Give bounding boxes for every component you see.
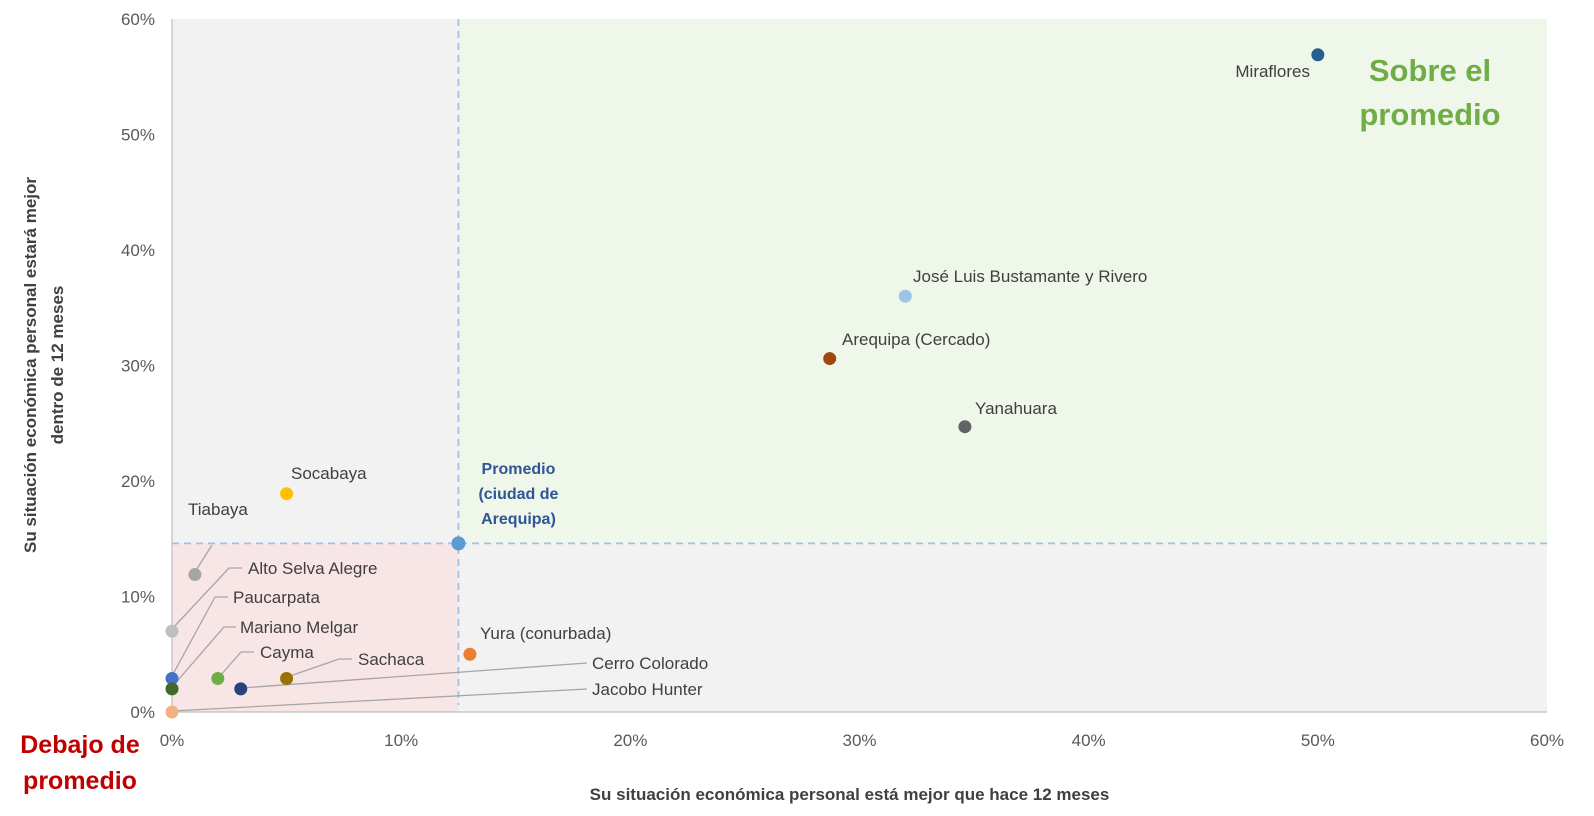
- data-point: [280, 487, 294, 501]
- y-tick-label: 60%: [121, 10, 155, 29]
- average-label-line: (ciudad de: [478, 486, 558, 503]
- above-average-zone: [458, 19, 1547, 544]
- above-average-annotation: Sobre el: [1369, 53, 1491, 88]
- y-tick-label: 40%: [121, 241, 155, 260]
- leader-line: [171, 567, 242, 630]
- data-points: [165, 48, 1325, 719]
- data-point: [165, 624, 179, 638]
- point-labels: Miraflores José Luis Bustamante y Rivero A…: [188, 62, 1310, 699]
- data-label: Yura (conurbada): [480, 624, 611, 643]
- average-label-line: Arequipa): [481, 511, 556, 528]
- data-label: Alto Selva Alegre: [248, 559, 377, 578]
- data-point: [958, 420, 972, 434]
- data-label: Sachaca: [358, 650, 425, 669]
- data-point: [165, 682, 179, 696]
- average-label-line: Promedio: [482, 461, 556, 478]
- data-label: Socabaya: [291, 464, 367, 483]
- data-point: [1311, 48, 1325, 62]
- quadrant-zones: [172, 19, 1547, 712]
- leader-line: [289, 658, 352, 677]
- leader-line: [171, 688, 588, 712]
- data-point: [234, 682, 248, 696]
- y-axis-title-line: Su situación económica personal estará m…: [21, 177, 40, 553]
- data-label: Miraflores: [1235, 62, 1310, 81]
- leader-lines: [171, 544, 588, 712]
- gridlines: [172, 19, 1547, 705]
- y-tick-label: 20%: [121, 472, 155, 491]
- axes: 0% 10% 20% 30% 40% 50% 60% 0% 10% 20% 30% 40% 50% 60%…: [21, 10, 1564, 804]
- x-tick-label: 20%: [613, 731, 647, 750]
- x-tick-label: 40%: [1072, 731, 1106, 750]
- y-tick-label: 30%: [121, 357, 155, 376]
- leader-line: [171, 596, 228, 677]
- average-point: [451, 536, 466, 551]
- data-label: Tiabaya: [188, 500, 248, 519]
- data-label: Jacobo Hunter: [592, 680, 703, 699]
- data-label: Mariano Melgar: [240, 618, 358, 637]
- data-point: [188, 568, 202, 582]
- leader-line: [171, 626, 236, 688]
- above-average-annotation: promedio: [1359, 97, 1500, 132]
- leader-line: [194, 544, 213, 573]
- data-point: [898, 289, 912, 303]
- y-tick-label: 0%: [130, 703, 155, 722]
- x-axis-title: Su situación económica personal está mej…: [590, 785, 1110, 804]
- data-label: Paucarpata: [233, 588, 320, 607]
- y-tick-label: 10%: [121, 588, 155, 607]
- data-label: Yanahuara: [975, 399, 1057, 418]
- below-average-annotation: Debajo de: [20, 731, 140, 759]
- data-point: [211, 672, 225, 686]
- annotations: Promedio (ciudad de Arequipa) Sobre el prome…: [20, 53, 1500, 795]
- data-point: [280, 672, 294, 686]
- x-tick-label: 50%: [1301, 731, 1335, 750]
- x-tick-label: 10%: [384, 731, 418, 750]
- leader-line: [240, 662, 588, 689]
- x-tick-label: 0%: [160, 731, 185, 750]
- y-tick-label: 50%: [121, 126, 155, 145]
- data-point: [165, 705, 179, 719]
- x-tick-label: 30%: [842, 731, 876, 750]
- data-point: [823, 352, 837, 366]
- data-label: Arequipa (Cercado): [842, 330, 990, 349]
- data-label: Cerro Colorado: [592, 654, 708, 673]
- data-point: [463, 647, 477, 661]
- data-label: José Luis Bustamante y Rivero: [913, 267, 1147, 286]
- x-tick-label: 60%: [1530, 731, 1564, 750]
- y-axis-title-line: dentro de 12 meses: [48, 286, 67, 445]
- data-label: Cayma: [260, 643, 314, 662]
- below-average-annotation: promedio: [23, 767, 137, 795]
- leader-line: [219, 651, 254, 677]
- data-point: [165, 672, 179, 686]
- y-axis-title: Su situación económica personal estará m…: [21, 177, 67, 553]
